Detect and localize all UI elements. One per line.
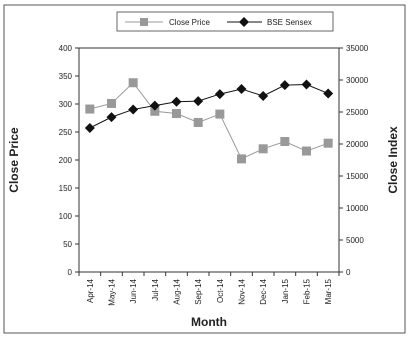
left-axis-tick-label: 50 (63, 240, 72, 249)
right-axis-tick-label: 5000 (346, 236, 364, 245)
right-axis-tick-label: 25000 (346, 108, 369, 117)
right-axis-tick-label: 15000 (346, 172, 369, 181)
left-axis-tick-label: 300 (59, 100, 73, 109)
close-price-point (302, 146, 311, 156)
bse-sensex-point (149, 100, 160, 111)
series-layer (84, 78, 334, 164)
x-axis-tick-label: Oct-14 (216, 278, 225, 303)
x-axis-tick-label: Jul-14 (151, 278, 160, 300)
bse-sensex-point (323, 88, 334, 99)
bse-sensex-point (301, 79, 312, 90)
bse-sensex-point (236, 83, 247, 94)
bse-sensex-point (171, 96, 182, 107)
left-axis-tick-label: 150 (59, 184, 73, 193)
right-axis-tick-label: 30000 (346, 76, 369, 85)
close-price-point (150, 106, 160, 116)
legend-label-bse-sensex: BSE Sensex (267, 18, 312, 27)
x-axis-tick-label: May-14 (108, 278, 117, 305)
bse-sensex-point (84, 123, 95, 133)
close-price-point (193, 117, 203, 127)
chart-border (3, 4, 406, 334)
legend-marker-bse-sensex (239, 17, 249, 27)
right-axis-tick-label: 0 (346, 268, 351, 277)
close-price-point (323, 138, 333, 148)
close-price-point (237, 154, 246, 164)
left-axis-tick-label: 350 (59, 72, 73, 81)
close-price-point (85, 104, 95, 114)
left-y-axis: 0 50 100 150 200 250 300 350 400 (59, 44, 79, 277)
legend-box (116, 11, 334, 32)
right-axis-title: Close Index (386, 126, 400, 194)
x-axis-tick-label: Feb-15 (303, 278, 312, 304)
close-price-point (128, 78, 138, 88)
x-axis-tick-label: Dec-14 (259, 278, 268, 304)
right-axis-tick-label: 35000 (346, 44, 369, 53)
bse-sensex-point (279, 80, 290, 91)
close-price-point (107, 98, 116, 108)
x-axis-tick-label: Aug-14 (173, 278, 182, 304)
right-y-axis: 0 5000 10000 15000 20000 25000 30000 35000 (339, 44, 369, 277)
x-axis-tick-label: Mar-15 (324, 278, 333, 304)
close-price-point (258, 144, 268, 154)
x-axis-tick-label: Sep-14 (194, 278, 203, 304)
close-price-point (215, 109, 225, 119)
right-axis-tick-label: 10000 (346, 204, 369, 213)
right-axis-tick-label: 20000 (346, 140, 369, 149)
bse-sensex-point (258, 91, 269, 101)
x-axis-tick-label: Nov-14 (238, 278, 247, 304)
left-axis-tick-label: 100 (59, 212, 73, 221)
legend-label-close-price: Close Price (169, 18, 210, 27)
x-axis: Apr-14 May-14 Jun-14 Jul-14 Aug-14 Sep-14 Oct-… (78, 272, 340, 306)
legend: Close Price BSE Sensex (116, 11, 334, 32)
bse-sensex-point (193, 96, 204, 107)
x-axis-title: Month (191, 315, 227, 329)
bse-sensex-point (106, 112, 117, 123)
legend-marker-close-price (140, 18, 148, 26)
left-axis-tick-label: 200 (59, 156, 73, 165)
left-axis-title: Close Price (7, 127, 21, 193)
left-axis-tick-label: 0 (68, 268, 73, 277)
x-axis-tick-label: Jan-15 (281, 278, 290, 303)
bse-sensex-point (214, 89, 225, 100)
left-axis-tick-label: 250 (59, 128, 73, 137)
x-axis-tick-label: Jun-14 (129, 278, 138, 303)
close-price-point (280, 137, 290, 147)
bse-sensex-point (128, 104, 139, 115)
x-axis-tick-label: Apr-14 (86, 278, 95, 303)
close-price-point (172, 109, 181, 119)
left-axis-tick-label: 400 (59, 44, 73, 53)
